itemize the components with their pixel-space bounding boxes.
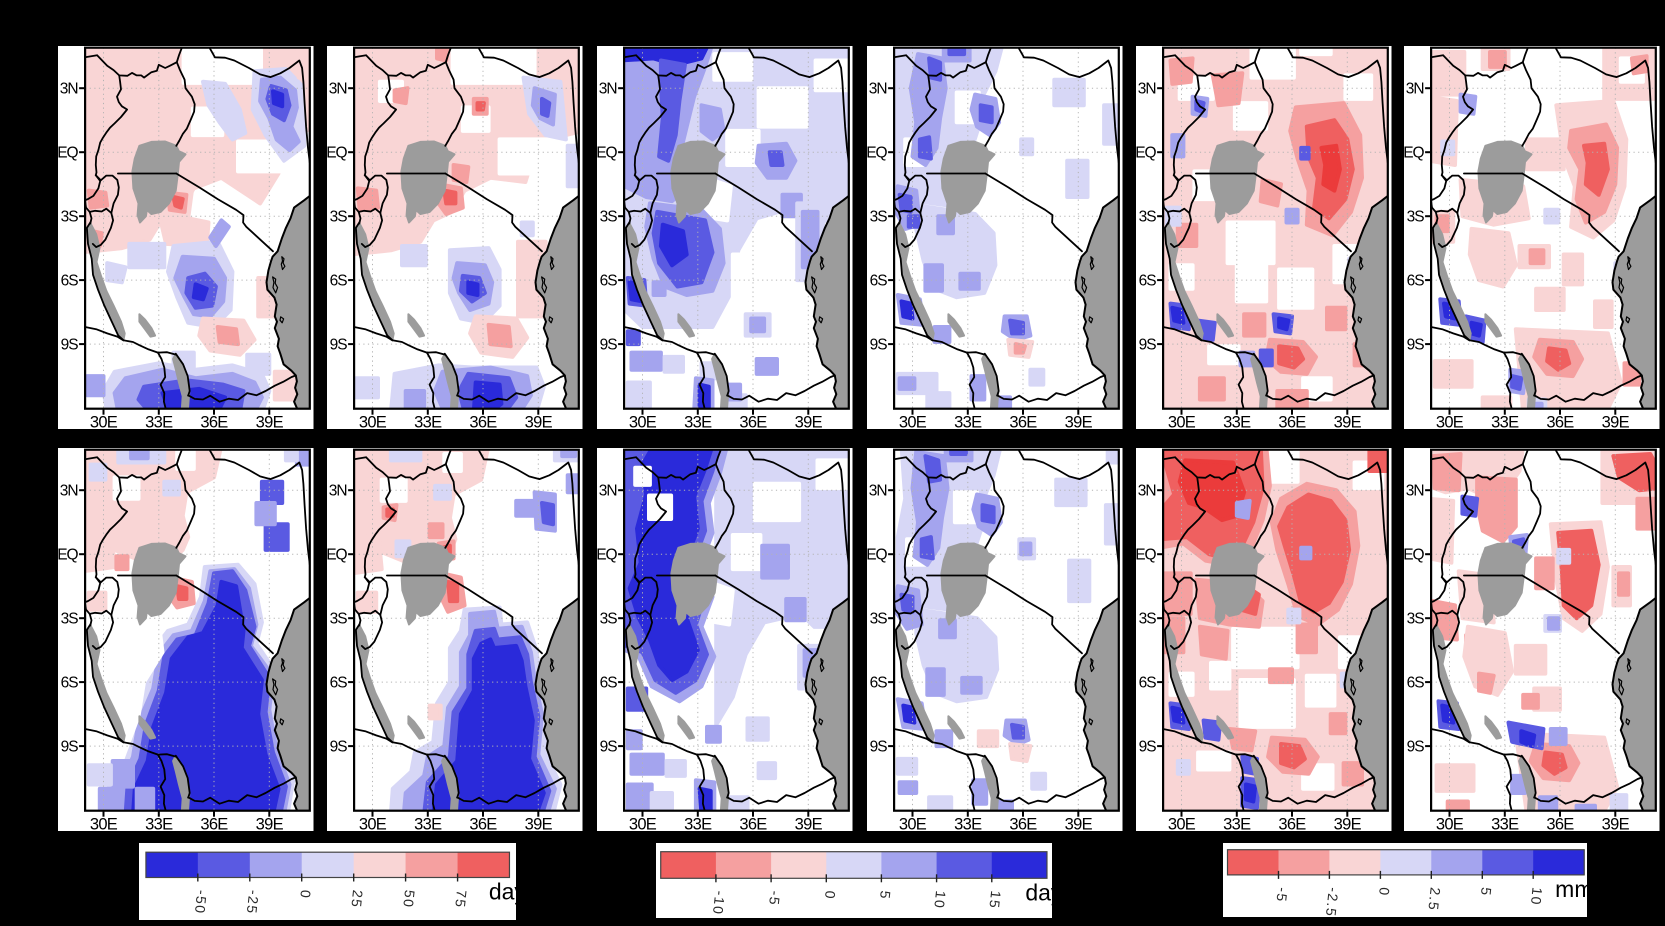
svg-text:-5: -5 xyxy=(766,889,784,906)
svg-text:-5: -5 xyxy=(1273,886,1291,903)
svg-text:-2.5: -2.5 xyxy=(1323,886,1342,917)
svg-text:15: 15 xyxy=(986,889,1004,909)
svg-text:0: 0 xyxy=(297,889,314,900)
svg-text:50: 50 xyxy=(400,889,418,909)
svg-text:10: 10 xyxy=(931,889,949,909)
svg-text:5: 5 xyxy=(1478,886,1495,897)
svg-text:mm/day: mm/day xyxy=(1555,876,1587,902)
svg-text:75: 75 xyxy=(452,889,470,909)
svg-text:0: 0 xyxy=(1376,886,1393,897)
svg-text:2.5: 2.5 xyxy=(1425,886,1443,911)
svg-text:-25: -25 xyxy=(244,889,262,915)
svg-text:10: 10 xyxy=(1528,886,1546,906)
svg-text:-10: -10 xyxy=(709,889,727,915)
svg-text:-50: -50 xyxy=(192,889,210,915)
svg-text:0: 0 xyxy=(821,889,838,900)
svg-text:5: 5 xyxy=(877,889,894,900)
svg-text:days: days xyxy=(489,878,516,904)
svg-text:days: days xyxy=(1025,879,1053,905)
svg-text:25: 25 xyxy=(348,889,366,909)
